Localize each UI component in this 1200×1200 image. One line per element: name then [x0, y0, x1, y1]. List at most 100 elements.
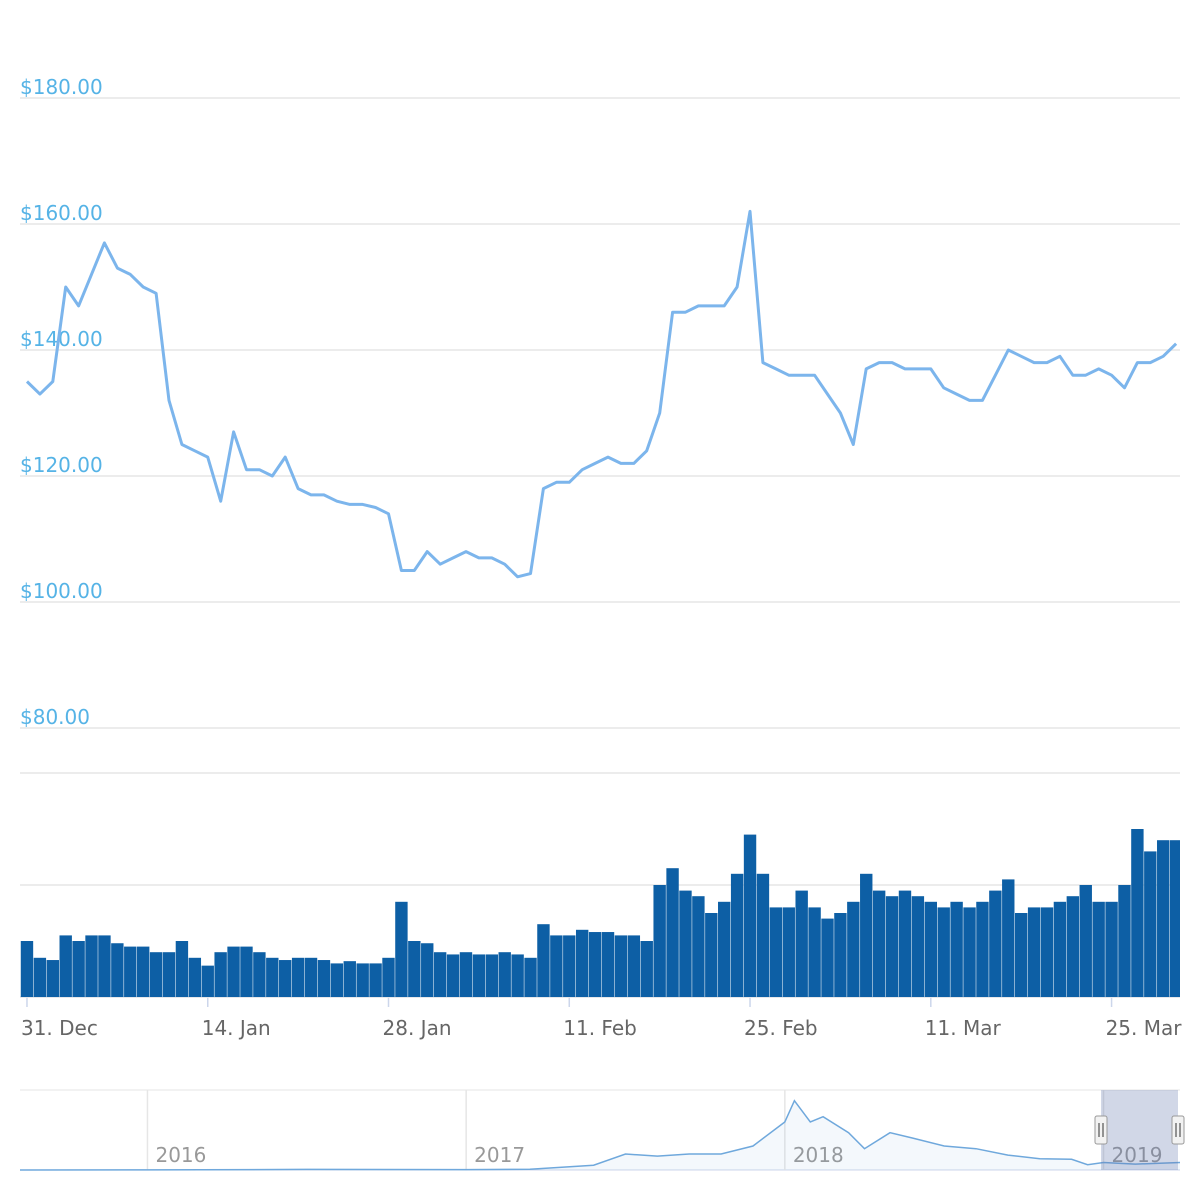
volume-bar: [1002, 879, 1015, 997]
x-tick-label: 11. Feb: [563, 1016, 637, 1040]
volume-bar: [937, 907, 950, 997]
x-tick-label: 11. Mar: [925, 1016, 1002, 1040]
x-tick-label: 14. Jan: [202, 1016, 271, 1040]
volume-bar: [433, 952, 447, 997]
navigator-tick-label: 2017: [474, 1143, 525, 1167]
volume-bar: [718, 901, 731, 997]
volume-bar: [1169, 840, 1180, 997]
volume-bar: [821, 918, 834, 997]
volume-bar: [860, 873, 873, 997]
volume-bar: [511, 954, 524, 997]
volume-bar: [459, 952, 473, 997]
volume-bar: [253, 952, 266, 997]
volume-bar: [524, 957, 537, 997]
volume-bar: [924, 901, 937, 997]
y-tick-label: $100.00: [20, 579, 103, 603]
volume-bar: [162, 952, 176, 997]
volume-bar: [369, 963, 382, 997]
volume-bar: [175, 941, 189, 997]
volume-bar: [1079, 885, 1092, 997]
volume-bar: [1118, 885, 1131, 997]
volume-bar: [356, 963, 369, 997]
volume-bar: [550, 935, 563, 997]
volume-bar: [1131, 829, 1144, 997]
volume-bar: [395, 901, 408, 997]
volume-bar: [136, 946, 150, 997]
volume-bar: [1092, 901, 1105, 997]
y-tick-label: $140.00: [20, 327, 103, 351]
volume-bar: [421, 943, 434, 997]
volume-bar: [1144, 851, 1157, 997]
volume-bar: [33, 957, 47, 997]
volume-bar: [240, 946, 253, 997]
x-tick-label: 31. Dec: [21, 1016, 98, 1040]
volume-bar: [291, 957, 305, 997]
y-tick-label: $80.00: [20, 705, 90, 729]
volume-bar: [201, 965, 214, 997]
navigator-handle[interactable]: [1171, 1115, 1185, 1145]
volume-bar: [627, 935, 641, 997]
volume-bar: [692, 896, 705, 997]
navigator-area: [20, 1100, 1180, 1170]
volume-bar: [1027, 907, 1041, 997]
volume-bar: [847, 901, 860, 997]
volume-bar: [769, 907, 783, 997]
x-tick-label: 28. Jan: [383, 1016, 452, 1040]
volume-bar: [756, 873, 770, 997]
navigator-tick-label: 2018: [793, 1143, 844, 1167]
volume-bar: [111, 943, 124, 997]
volume-bar: [1040, 907, 1054, 997]
volume-bar: [98, 935, 111, 997]
volume-bar: [808, 907, 821, 997]
volume-bar: [498, 952, 511, 997]
volume-bar: [872, 890, 886, 997]
volume-bar: [124, 946, 137, 997]
volume-bar: [59, 935, 72, 997]
volume-bar: [575, 929, 589, 997]
volume-bar: [730, 873, 744, 997]
y-tick-label: $120.00: [20, 453, 103, 477]
volume-bar: [72, 941, 85, 997]
volume-bar: [214, 952, 227, 997]
volume-bar: [85, 935, 98, 997]
volume-bar: [1053, 901, 1067, 997]
navigator-tick-label: 2016: [155, 1143, 206, 1167]
navigator-selection: [1101, 1090, 1178, 1170]
volume-bar: [472, 954, 486, 997]
volume-bar: [653, 885, 666, 997]
volume-bar: [343, 961, 356, 997]
x-tick-label: 25. Mar: [1106, 1016, 1183, 1040]
volume-bar: [898, 890, 912, 997]
y-tick-label: $160.00: [20, 201, 103, 225]
volume-bar: [46, 960, 59, 997]
volume-bar: [304, 957, 318, 997]
volume-bar: [782, 907, 795, 997]
volume-bar: [279, 960, 292, 997]
volume-bar: [330, 963, 344, 997]
volume-bar: [266, 957, 279, 997]
volume-bar: [963, 907, 976, 997]
handle-body: [1171, 1115, 1185, 1145]
navigator-handle[interactable]: [1094, 1115, 1108, 1145]
volume-bar: [950, 901, 963, 997]
volume-bar: [911, 896, 925, 997]
price-line: [25, 209, 1178, 579]
volume-bar: [485, 954, 498, 997]
volume-bar: [408, 941, 421, 997]
volume-bar: [705, 913, 718, 997]
volume-bar: [885, 896, 899, 997]
volume-bar: [537, 924, 550, 997]
volume-bar: [20, 941, 34, 997]
volume-bar: [743, 834, 757, 997]
volume-bar: [227, 946, 240, 997]
volume-bar: [317, 960, 331, 997]
volume-bar: [834, 913, 847, 997]
volume-bar: [382, 957, 395, 997]
volume-bar: [640, 941, 653, 997]
volume-bar: [149, 952, 163, 997]
volume-bar: [795, 890, 808, 997]
volume-bar: [1014, 913, 1028, 997]
volume-bar: [679, 890, 692, 997]
navigator-line: [19, 1099, 1181, 1171]
